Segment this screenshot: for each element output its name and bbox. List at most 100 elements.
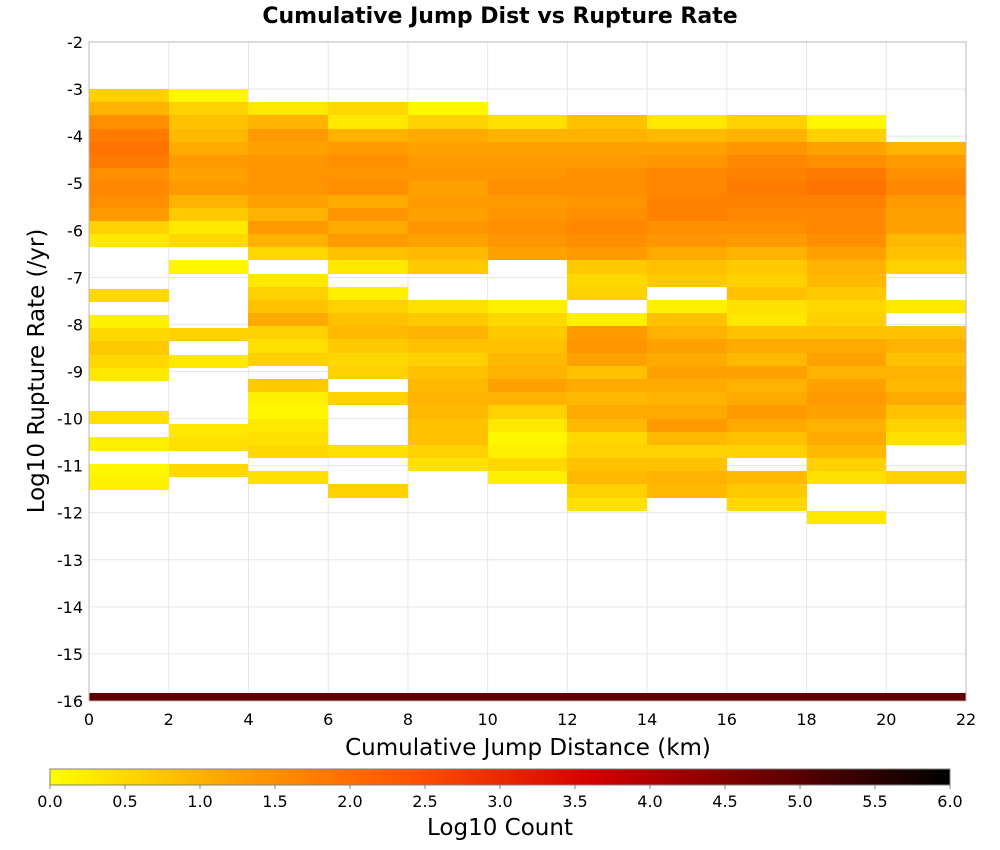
heatmap-cell <box>408 419 488 432</box>
heatmap-cell <box>567 115 647 129</box>
heatmap-cell <box>248 208 328 221</box>
x-tick-label: 20 <box>876 710 896 729</box>
colorbar-tick-label: 0.0 <box>37 792 62 811</box>
heatmap-cell <box>647 181 727 195</box>
heatmap-cell <box>248 313 328 326</box>
heatmap-cell <box>328 208 408 221</box>
heatmap-cell <box>727 168 807 181</box>
heatmap-cell <box>328 445 408 458</box>
heatmap-cell <box>89 315 169 328</box>
heatmap-cell <box>886 392 966 405</box>
heatmap-cell <box>886 221 966 234</box>
heatmap-cell <box>567 234 647 247</box>
heatmap-cell <box>727 326 807 339</box>
heatmap-cell <box>328 247 408 260</box>
heatmap-cell <box>727 432 807 445</box>
x-tick-label: 6 <box>323 710 333 729</box>
heatmap-cell <box>488 432 567 445</box>
heatmap-cell <box>408 168 488 181</box>
heatmap-cell <box>567 353 647 366</box>
heatmap-cell <box>567 498 647 511</box>
heatmap-cell <box>807 419 886 432</box>
heatmap-cell <box>886 300 966 313</box>
heatmap-cell <box>248 471 328 484</box>
y-tick-label: -10 <box>57 410 83 429</box>
heatmap-cell <box>169 260 248 274</box>
heatmap-cell <box>248 445 328 458</box>
heatmap-cell <box>727 221 807 234</box>
heatmap-cell <box>248 142 328 155</box>
heatmap-cell <box>488 142 567 155</box>
heatmap-cell <box>248 181 328 195</box>
heatmap-cell <box>886 247 966 260</box>
heatmap-cell <box>328 195 408 208</box>
heatmap-cell <box>886 326 966 339</box>
heatmap-cell <box>169 168 248 181</box>
heatmap-cell <box>169 129 248 142</box>
heatmap-cell <box>727 445 807 458</box>
heatmap-cell <box>89 102 169 115</box>
heatmap-cell <box>647 366 727 379</box>
heatmap-cell <box>89 168 169 181</box>
heatmap-cell <box>567 313 647 326</box>
heatmap-cell <box>727 181 807 195</box>
heatmap-cell <box>567 274 647 287</box>
x-tick-label: 0 <box>84 710 94 729</box>
heatmap-cell <box>567 484 647 498</box>
heatmap-cell <box>807 155 886 168</box>
heatmap-cell <box>488 405 567 419</box>
heatmap-cell <box>169 234 248 247</box>
x-tick-label: 4 <box>243 710 253 729</box>
heatmap-cell <box>89 234 169 247</box>
heatmap-cell <box>408 445 488 458</box>
heatmap-cell <box>328 142 408 155</box>
heatmap-cell <box>647 195 727 208</box>
heatmap-cell <box>567 419 647 432</box>
heatmap-cell <box>408 221 488 234</box>
heatmap-cell <box>886 353 966 366</box>
heatmap-cell <box>886 366 966 379</box>
heatmap-cell <box>727 366 807 379</box>
heatmap-cell <box>886 432 966 445</box>
heatmap-cell <box>647 260 727 274</box>
heatmap-cell <box>807 392 886 405</box>
heatmap-cell <box>567 392 647 405</box>
colorbar-tick-label: 2.5 <box>412 792 437 811</box>
heatmap-cell <box>807 181 886 195</box>
chart-title: Cumulative Jump Dist vs Rupture Rate <box>262 4 737 29</box>
heatmap-cell <box>647 221 727 234</box>
heatmap-cell <box>807 353 886 366</box>
heatmap-cell <box>408 379 488 392</box>
heatmap-cell <box>807 445 886 458</box>
y-tick-label: -6 <box>67 221 83 240</box>
heatmap-cell <box>169 221 248 234</box>
heatmap-cell <box>567 471 647 484</box>
heatmap-cell <box>727 353 807 366</box>
heatmap-cell <box>886 208 966 221</box>
heatmap-cell <box>89 289 169 302</box>
heatmap-cell <box>727 313 807 326</box>
heatmap-cell <box>328 234 408 247</box>
heatmap-cell <box>727 419 807 432</box>
heatmap-cell <box>727 405 807 419</box>
heatmap-cell <box>807 168 886 181</box>
heatmap-cell <box>488 129 567 142</box>
heatmap-cell <box>807 208 886 221</box>
heatmap-cell <box>647 115 727 129</box>
heatmap-cell <box>328 181 408 195</box>
heatmap-cell <box>488 208 567 221</box>
heatmap-cell <box>807 379 886 392</box>
heatmap-cell <box>408 181 488 195</box>
heatmap-cell <box>727 274 807 287</box>
heatmap-cell <box>328 366 408 379</box>
heatmap-cell <box>886 155 966 168</box>
heatmap-cell <box>328 115 408 129</box>
heatmap-cell <box>647 155 727 168</box>
x-tick-label: 14 <box>637 710 657 729</box>
y-tick-label: -8 <box>67 315 83 334</box>
heatmap-cell <box>647 353 727 366</box>
heatmap-cell <box>886 419 966 432</box>
x-tick-labels: 0 2 4 6 8 10 12 14 16 18 20 22 <box>84 710 976 729</box>
heatmap-cell <box>488 339 567 353</box>
